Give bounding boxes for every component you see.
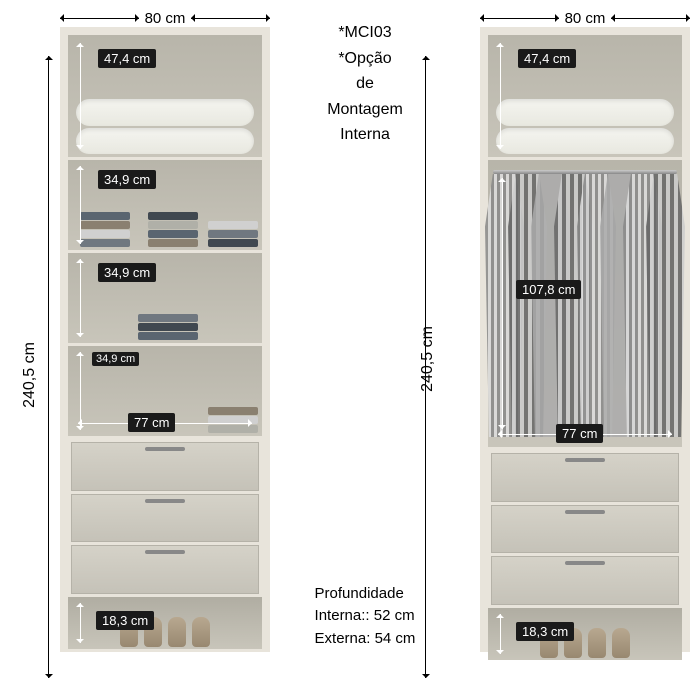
wardrobe-right: 47,4 cm 107,8 cm 77 cm	[480, 27, 690, 652]
shelf-3-left: 34,9 cm 77 cm	[68, 346, 262, 439]
height-dimension-right: 240,5 cm	[419, 326, 437, 392]
shelf-1-left: 34,9 cm	[68, 160, 262, 253]
dim-hanging: 107,8 cm	[516, 280, 581, 299]
center-text: *MCI03 *Opção de Montagem Interna	[327, 20, 403, 148]
wardrobe-left: 47,4 cm 34,9 cm 34,9 cm 34,9	[60, 27, 270, 652]
model-code: *MCI03	[327, 20, 403, 46]
height-arrow-left	[48, 56, 49, 678]
drawers-left	[68, 439, 262, 594]
hanging-section: 107,8 cm 77 cm	[488, 160, 682, 450]
dim-base-right: 18,3 cm	[516, 622, 574, 641]
dim-shelf-top-left: 47,4 cm	[98, 49, 156, 68]
dim-inner-width-right: 77 cm	[556, 424, 603, 443]
shelf-top-left: 47,4 cm	[68, 35, 262, 160]
width-dimension-right: 80 cm	[480, 10, 690, 27]
width-dimension-left: 80 cm	[60, 10, 270, 27]
dim-shelf-2: 34,9 cm	[98, 263, 156, 282]
dim-inner-width-left: 77 cm	[128, 413, 175, 432]
shelf-top-right: 47,4 cm	[488, 35, 682, 160]
depth-info: Profundidade Interna:: 52 cm Externa: 54…	[315, 583, 416, 651]
base-left: 18,3 cm	[68, 594, 262, 649]
height-dimension-left: 240,5 cm	[21, 342, 39, 408]
dim-base-left: 18,3 cm	[96, 611, 154, 630]
dim-shelf-top-right: 47,4 cm	[518, 49, 576, 68]
base-right: 18,3 cm	[488, 605, 682, 660]
dim-shelf-3: 34,9 cm	[92, 352, 139, 366]
drawers-right	[488, 450, 682, 605]
dim-shelf-1: 34,9 cm	[98, 170, 156, 189]
shelf-2-left: 34,9 cm	[68, 253, 262, 346]
